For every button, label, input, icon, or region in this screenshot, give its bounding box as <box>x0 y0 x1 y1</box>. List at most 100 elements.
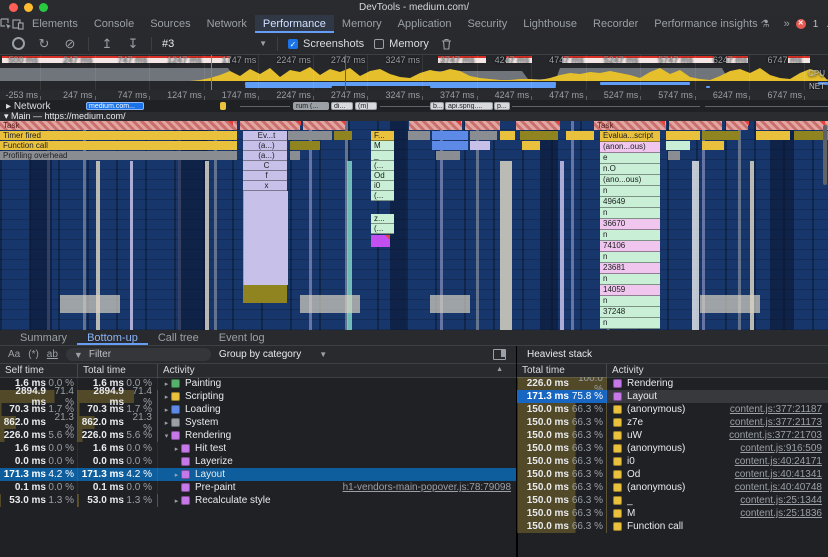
flame-event-function-call[interactable]: Function call <box>0 141 237 150</box>
expander-closed-icon[interactable]: ▸ <box>162 419 171 427</box>
table-row[interactable]: 2894.9 ms71.4 %2894.9 ms71.4 %▸Scripting <box>0 390 517 403</box>
heaviest-activity-header[interactable]: Activity <box>607 364 828 377</box>
flame-event[interactable] <box>432 141 468 150</box>
flame-stack-frame[interactable]: (... <box>371 191 394 201</box>
table-row[interactable]: 0.1 ms0.0 %0.1 ms0.0 %Pre-painth1-vendor… <box>0 481 517 494</box>
tab-performance[interactable]: Performance <box>255 15 334 33</box>
source-link[interactable]: content.js:25:1344 <box>740 495 822 506</box>
source-link[interactable]: content.js:377:21703 <box>729 430 822 441</box>
record-button[interactable] <box>10 37 26 50</box>
task-bar[interactable] <box>303 121 345 130</box>
heaviest-row[interactable]: 150.0 ms66.3 %Function call <box>517 520 828 533</box>
memory-checkbox[interactable]: Memory <box>374 38 429 50</box>
timeline-overview[interactable]: 500 ms247 ms747 ms1247 ms1747 ms2247 ms2… <box>0 55 828 91</box>
tab-security[interactable]: Security <box>459 15 515 33</box>
heaviest-row[interactable]: 150.0 ms66.3 %_content.js:25:1344 <box>517 494 828 507</box>
flame-stack-frame[interactable]: n.O <box>600 164 660 175</box>
heaviest-total-time-header[interactable]: Total time <box>517 364 607 377</box>
activity-header[interactable]: Activity <box>158 364 517 377</box>
tab-application[interactable]: Application <box>390 15 460 33</box>
flame-event[interactable] <box>500 131 515 140</box>
expander-closed-icon[interactable]: ▸ <box>172 445 181 453</box>
filter-input[interactable] <box>87 348 191 361</box>
flame-event[interactable] <box>520 131 558 140</box>
flame-stack-frame[interactable]: _ <box>371 151 394 161</box>
table-row[interactable]: 1.6 ms0.0 %1.6 ms0.0 %▸Hit test <box>0 442 517 455</box>
error-icon[interactable]: ✕ <box>796 19 806 29</box>
heaviest-row[interactable]: 150.0 ms66.3 %uWcontent.js:377:21703 <box>517 429 828 442</box>
tab-recorder[interactable]: Recorder <box>585 15 646 33</box>
source-link[interactable]: h1-vendors-main-popover.js:78:79098 <box>343 482 511 493</box>
source-link[interactable]: content.js:40:41341 <box>735 469 822 480</box>
flame-event[interactable] <box>470 131 497 140</box>
total-time-header[interactable]: Total time <box>78 364 158 377</box>
heaviest-row[interactable]: 150.0 ms66.3 %Mcontent.js:25:1836 <box>517 507 828 520</box>
maximize-window-button[interactable] <box>39 3 48 12</box>
flame-event[interactable] <box>288 131 332 140</box>
task-bar[interactable] <box>240 121 300 130</box>
flame-stack-frame[interactable]: Od <box>371 171 394 181</box>
flame-stack-frame[interactable]: 74106 <box>600 241 660 252</box>
flame-event[interactable] <box>436 151 460 160</box>
heaviest-row[interactable]: 150.0 ms66.3 %z7econtent.js:377:21173 <box>517 416 828 429</box>
expander-closed-icon[interactable]: ▸ <box>172 471 181 479</box>
flame-gc-event[interactable] <box>371 235 390 247</box>
task-bar[interactable] <box>409 121 462 130</box>
reload-and-record-button[interactable]: ↻ <box>36 36 52 52</box>
tab-sources[interactable]: Sources <box>142 15 198 33</box>
heaviest-row[interactable]: 150.0 ms66.3 %(anonymous)content.js:377:… <box>517 403 828 416</box>
network-request-pill[interactable]: (m) <box>355 102 377 110</box>
flame-stack-frame[interactable]: n <box>600 208 660 219</box>
match-whole-word-icon[interactable]: ab <box>47 349 58 360</box>
minimize-window-button[interactable] <box>24 3 33 12</box>
flame-stack-frame[interactable]: (a...) <box>243 141 287 151</box>
table-row[interactable]: 862.0 ms21.3 %862.0 ms21.3 %▸System <box>0 416 517 429</box>
error-count[interactable]: 1 <box>813 19 819 30</box>
flame-event-timer-fired[interactable]: Timer fired <box>0 131 237 140</box>
flame-event[interactable] <box>700 295 760 313</box>
task-bar[interactable] <box>516 121 560 130</box>
flame-stack-frame[interactable]: (... <box>371 224 394 234</box>
flame-stack-frame[interactable]: e <box>600 153 660 164</box>
source-link[interactable]: content.js:25:1836 <box>740 508 822 519</box>
flame-stack-frame[interactable]: Evalua...script <box>600 131 660 142</box>
flame-stack-frame[interactable]: M <box>371 141 394 151</box>
source-link[interactable]: content.js:377:21187 <box>730 404 822 415</box>
flame-stack-frame[interactable]: 49649 <box>600 197 660 208</box>
flame-event[interactable] <box>666 141 690 150</box>
collect-garbage-icon[interactable] <box>439 38 455 50</box>
heaviest-row[interactable]: 150.0 ms66.3 %(anonymous)content.js:916:… <box>517 442 828 455</box>
flame-event[interactable] <box>60 295 120 313</box>
flame-event[interactable] <box>522 141 540 150</box>
tab-elements[interactable]: Elements <box>24 15 86 33</box>
flame-stack-frame[interactable]: x <box>243 181 287 191</box>
flame-stack-frame[interactable]: n <box>600 318 660 329</box>
show-sidebar-icon[interactable] <box>493 349 506 360</box>
task-bar[interactable]: Task <box>594 121 666 130</box>
expander-closed-icon[interactable]: ▸ <box>162 406 171 414</box>
tab-lighthouse[interactable]: Lighthouse <box>515 15 585 33</box>
flame-stack-frame[interactable]: n <box>600 274 660 285</box>
network-request-pill[interactable]: b... <box>430 102 444 110</box>
main-flamechart[interactable]: TaskTaskTimer firedFunction callProfilin… <box>0 121 828 330</box>
flame-event[interactable] <box>290 141 320 150</box>
self-time-header[interactable]: Self time <box>0 364 78 377</box>
flame-stack-frame[interactable]: 37248 <box>600 307 660 318</box>
table-row[interactable]: 0.0 ms0.0 %0.0 ms0.0 %Layerize <box>0 455 517 468</box>
device-toolbar-icon[interactable] <box>12 15 24 33</box>
flame-stack-frame[interactable]: (ano...ous) <box>600 175 660 186</box>
clear-recording-button[interactable]: ⊘ <box>62 36 78 52</box>
flame-stack-frame[interactable]: C <box>243 161 287 171</box>
group-by-dropdown[interactable]: Group by category ▼ <box>219 349 327 360</box>
heaviest-row[interactable]: 150.0 ms66.3 %Odcontent.js:40:41341 <box>517 468 828 481</box>
task-bar[interactable] <box>756 121 828 130</box>
drawer-tab-summary[interactable]: Summary <box>10 330 77 345</box>
expander-closed-icon[interactable]: ▸ <box>172 497 181 505</box>
flame-event[interactable] <box>290 151 300 160</box>
flame-stack-frame[interactable]: n <box>600 252 660 263</box>
source-link[interactable]: content.js:40:24171 <box>735 456 822 467</box>
tab-network[interactable]: Network <box>199 15 255 33</box>
flamechart-scrollbar[interactable] <box>823 125 827 185</box>
heaviest-row[interactable]: 226.0 ms100.0 %Rendering <box>517 377 828 390</box>
table-row[interactable]: 226.0 ms5.6 %226.0 ms5.6 %▾Rendering <box>0 429 517 442</box>
